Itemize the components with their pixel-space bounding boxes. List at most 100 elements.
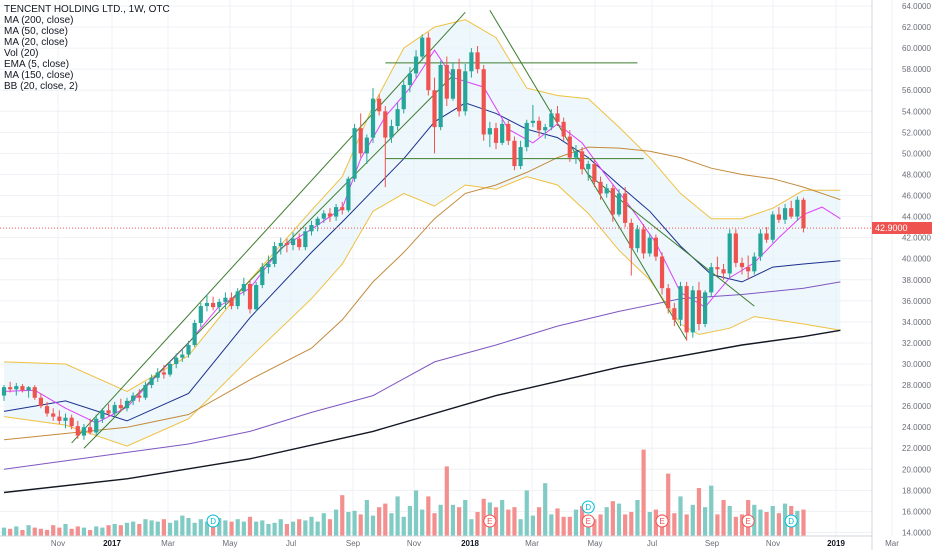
legend-item-ma200[interactable]: MA (200, close) <box>4 15 74 26</box>
candle <box>715 256 720 276</box>
volume-bar <box>377 507 382 536</box>
trendline <box>71 11 466 444</box>
event-marker[interactable]: D <box>784 514 798 528</box>
candle-body <box>340 207 345 211</box>
volume-bar <box>143 519 148 536</box>
volume-bar <box>315 521 320 536</box>
event-circle <box>784 514 798 528</box>
volume-bar <box>457 507 462 536</box>
candle <box>703 290 708 328</box>
candle <box>370 88 376 143</box>
legend-item-ma20[interactable]: MA (20, close) <box>4 37 68 48</box>
event-label: D <box>210 517 216 526</box>
candle-body <box>450 69 456 99</box>
volume-bar <box>641 449 646 536</box>
candle-body <box>666 288 671 309</box>
price-tick-label: 44.0000 <box>902 213 931 222</box>
volume-bar <box>715 514 720 536</box>
candle <box>174 353 179 369</box>
candle <box>733 229 738 268</box>
volume-bar <box>709 485 714 536</box>
chart-title: TENCENT HOLDING LTD., 1W, OTC <box>4 4 170 15</box>
candle-body <box>629 222 634 249</box>
candle-body <box>598 181 603 194</box>
candle <box>149 374 154 389</box>
candle-body <box>358 128 363 154</box>
candle-body <box>254 285 259 310</box>
candle <box>789 200 794 219</box>
candles[interactable] <box>1 32 806 440</box>
volume-bar <box>211 524 216 536</box>
candle <box>124 397 130 412</box>
volume-bar <box>524 490 529 536</box>
volume-bar <box>666 473 671 536</box>
price-axis[interactable]: 64.0000 62.0000 60.0000 58.0000 56.0000 54.00… <box>871 0 931 550</box>
candle-body <box>63 417 68 421</box>
legend-item-ema5[interactable]: EMA (5, close) <box>4 59 70 70</box>
candle <box>801 197 806 233</box>
candle-body <box>739 262 745 268</box>
candle <box>32 385 37 400</box>
volume-bar <box>186 518 191 536</box>
volume-bar <box>555 508 560 536</box>
candle <box>186 340 191 358</box>
candle-body <box>512 140 517 167</box>
event-marker[interactable]: E <box>581 514 595 528</box>
volume-bar <box>512 507 517 536</box>
candle <box>469 48 474 78</box>
candle <box>352 123 357 182</box>
candle-body <box>112 405 117 414</box>
event-marker[interactable]: D <box>206 514 220 528</box>
candle-body <box>457 69 462 112</box>
volume-bar <box>733 516 738 536</box>
candle-body <box>180 354 185 358</box>
candle-body <box>536 120 542 131</box>
candle-body <box>610 188 615 215</box>
candle <box>401 80 406 114</box>
volume-bar <box>358 514 363 536</box>
candle-body <box>352 128 357 179</box>
event-circle <box>581 514 595 528</box>
candle <box>254 281 259 312</box>
volume-bar <box>536 507 542 536</box>
event-label: E <box>487 517 492 526</box>
event-marker[interactable]: D <box>581 500 595 514</box>
volume-bar <box>272 522 277 536</box>
candle <box>770 211 775 243</box>
candle <box>358 113 363 158</box>
candle-body <box>678 286 683 320</box>
candle <box>211 296 216 311</box>
event-marker[interactable]: E <box>483 514 497 528</box>
price-tick-label: 14.0000 <box>902 528 931 537</box>
candle-body <box>51 413 56 417</box>
volume-bar <box>340 495 345 536</box>
legend-item-vol[interactable]: Vol (20) <box>4 48 39 59</box>
candle <box>727 229 732 278</box>
event-markers[interactable]: D EDE E E D <box>206 500 798 528</box>
price-tick-label: 32.0000 <box>902 339 931 348</box>
event-marker[interactable]: E <box>655 514 669 528</box>
volume-bar <box>75 526 80 536</box>
volume-bar <box>623 514 628 536</box>
legend-item-bb[interactable]: BB (20, close, 2) <box>4 81 78 92</box>
legend-item-ma150[interactable]: MA (150, close) <box>4 70 74 81</box>
candle-body <box>721 269 726 274</box>
volume-bar <box>334 509 339 536</box>
candle <box>204 294 210 312</box>
candle-body <box>389 126 394 138</box>
volume-bar <box>327 519 333 536</box>
candle <box>598 176 603 200</box>
candle <box>334 203 339 221</box>
candle <box>266 255 271 274</box>
time-axis[interactable]: Nov 2017 Mar May Jul Sep Nov 2018 Mar May Jul Sep No… <box>0 535 899 548</box>
candle <box>389 119 394 143</box>
time-tick-label: May <box>222 539 237 548</box>
legend-item-ma50[interactable]: MA (50, close) <box>4 26 68 37</box>
candle <box>616 189 622 217</box>
candle-body <box>493 128 499 143</box>
volume-bar <box>20 530 25 536</box>
volume-bar <box>112 524 117 536</box>
event-marker[interactable]: E <box>741 514 755 528</box>
event-label: E <box>586 517 591 526</box>
